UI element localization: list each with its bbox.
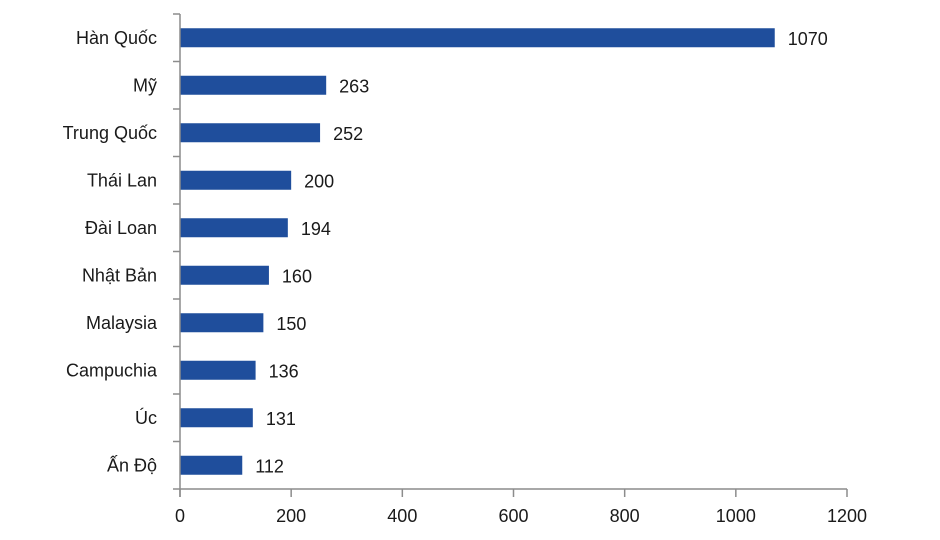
category-label: Ấn Độ [107,454,157,475]
category-label: Thái Lan [87,170,157,190]
bar [180,170,292,190]
x-tick-label: 400 [387,506,417,526]
labels-layer: Hàn Quốc 1070 Mỹ 263 Trung Quốc 252 Thái Lan 20… [63,28,867,526]
category-label: Úc [135,407,157,428]
bars-layer [180,28,775,475]
category-label: Campuchia [66,360,158,380]
bar [180,313,264,333]
bar [180,455,243,475]
category-label: Trung Quốc [63,123,157,143]
data-label: 200 [304,171,334,191]
data-label: 150 [276,314,306,334]
x-tick-label: 1200 [827,506,867,526]
bar [180,360,256,380]
data-label: 252 [333,124,363,144]
bar [180,123,321,143]
category-label: Đài Loan [85,218,157,238]
x-tick-label: 600 [498,506,528,526]
data-label: 112 [255,456,284,476]
data-label: 160 [282,266,312,286]
data-label: 131 [266,409,296,429]
category-label: Malaysia [86,313,158,333]
x-tick-label: 800 [610,506,640,526]
x-tick-label: 0 [175,506,185,526]
data-label: 194 [301,219,331,239]
category-label: Hàn Quốc [76,28,157,48]
data-label: 1070 [788,29,828,49]
bar [180,218,288,238]
category-label: Nhật Bản [82,265,157,285]
x-tick-label: 200 [276,506,306,526]
bar [180,265,269,285]
axes-layer [173,13,848,497]
bar [180,28,775,48]
x-tick-label: 1000 [716,506,756,526]
data-label: 263 [339,76,369,96]
category-label: Mỹ [133,75,157,95]
bar [180,75,327,95]
data-label: 136 [269,361,299,381]
bar [180,408,253,428]
